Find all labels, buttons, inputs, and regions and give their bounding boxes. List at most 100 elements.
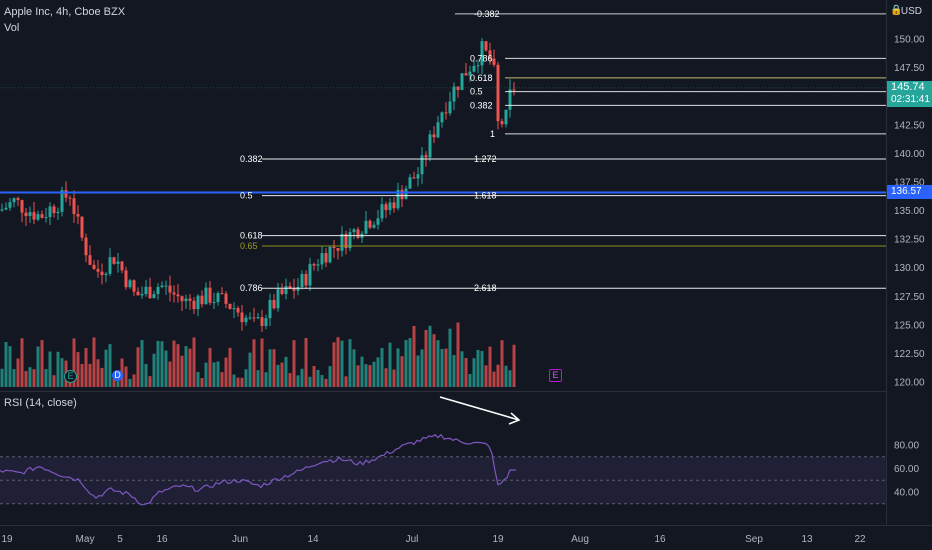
volume-bar [288,373,292,387]
volume-bar [236,377,240,387]
volume-bar [432,334,436,387]
rsi-label[interactable]: RSI (14, close) [4,397,77,409]
price-tick-label: 142.50 [894,120,925,131]
price-tick-label: 135.00 [894,206,925,217]
last-price-tag: 145.74 02:31:41 [887,81,932,107]
volume-bar [220,372,224,387]
volume-bar [152,353,156,387]
fib-right-label: 0.618 [470,73,493,83]
earnings-icon[interactable]: E [64,370,77,383]
volume-bar [184,346,188,387]
volume-bar [224,357,228,387]
volume-bar [280,362,284,387]
candle-body [356,229,360,238]
price-tick-label: 137.50 [894,177,925,188]
volume-bar [352,349,356,387]
candle-body [452,86,456,102]
volume-bar [112,378,116,387]
candle-body [364,220,368,234]
candle-body [244,317,248,323]
candle-body [236,308,240,313]
volume-bar [80,363,84,387]
candle-body [268,299,272,319]
currency-label[interactable]: USD [900,6,922,17]
volume-bar [164,350,168,387]
candle-body [416,174,420,179]
candle-body [136,291,140,296]
volume-bar [4,342,8,387]
volume-bar [336,337,340,387]
volume-label[interactable]: Vol [4,22,20,34]
volume-bar [128,378,132,387]
candle-body [444,112,448,114]
volume-bar [76,352,80,387]
candle-body [144,286,148,295]
volume-bar [372,361,376,387]
candle-body [88,255,92,265]
volume-bar [192,337,196,387]
candle-body [376,218,380,225]
candle-body [212,302,216,304]
candle-body [80,216,84,238]
fib-levels[interactable]: 0.3820.50.6180.650.786-0.3821.2721.6182.… [0,9,887,293]
volume-bar [8,346,12,387]
candle-body [484,41,488,51]
fib-ext-label: 1.272 [474,154,497,164]
volume-bar [244,369,248,387]
volume-bar [436,340,440,387]
fib-ext-label: 1.618 [474,191,497,201]
time-tick-label: 14 [307,534,319,545]
candle-body [124,270,128,288]
candle-body [100,271,104,276]
volume-bar [24,371,28,387]
candle-body [500,121,504,125]
candle-body [104,273,108,276]
candle-body [264,318,268,327]
candle-body [488,50,492,59]
candle-body [324,253,328,263]
volume-bar [384,368,388,387]
volume-bar [440,348,444,387]
candle-body [84,237,88,256]
price-tick-label: 132.50 [894,235,925,246]
candle-body [332,246,336,249]
price-tick-label: 130.00 [894,263,925,274]
volume-bar [320,375,324,387]
rsi-pane [0,396,887,506]
volume-bar [400,356,404,387]
dividend-icon[interactable]: D [112,370,123,381]
candle-body [248,317,252,319]
volume-bar [20,338,24,387]
time-tick-label: May [76,534,95,545]
price-tick-label: 140.00 [894,149,925,160]
candle-body [276,289,280,309]
rsi-tick-label: 60.00 [894,464,919,475]
candle-body [336,248,340,251]
candle-body [312,264,316,266]
lock-icon[interactable]: 🔒 [890,5,903,16]
time-tick-label: Sep [745,534,763,545]
time-tick-label: Jun [232,534,248,545]
candle-body [76,214,80,217]
volume-bar [180,355,184,387]
volume-bar [168,361,172,387]
volume-bar [88,363,92,387]
candle-body [36,214,40,220]
volume-bar [136,347,140,387]
candle-body [392,202,396,209]
candle-body [156,286,160,295]
last-price-value: 145.74 [891,81,925,93]
volume-bar [484,365,488,387]
earnings-upcoming-icon[interactable]: E [549,369,562,382]
time-tick-label: Jul [406,534,419,545]
volume-bar [404,340,408,387]
volume-bar [148,376,152,387]
volume-bar [160,341,164,387]
candle-body [420,155,424,175]
symbol-title[interactable]: Apple Inc, 4h, Cboe BZX [4,6,126,18]
candle-body [0,209,4,211]
volume-bar [348,339,352,387]
candle-body [396,189,400,209]
volume-bars [0,322,516,387]
